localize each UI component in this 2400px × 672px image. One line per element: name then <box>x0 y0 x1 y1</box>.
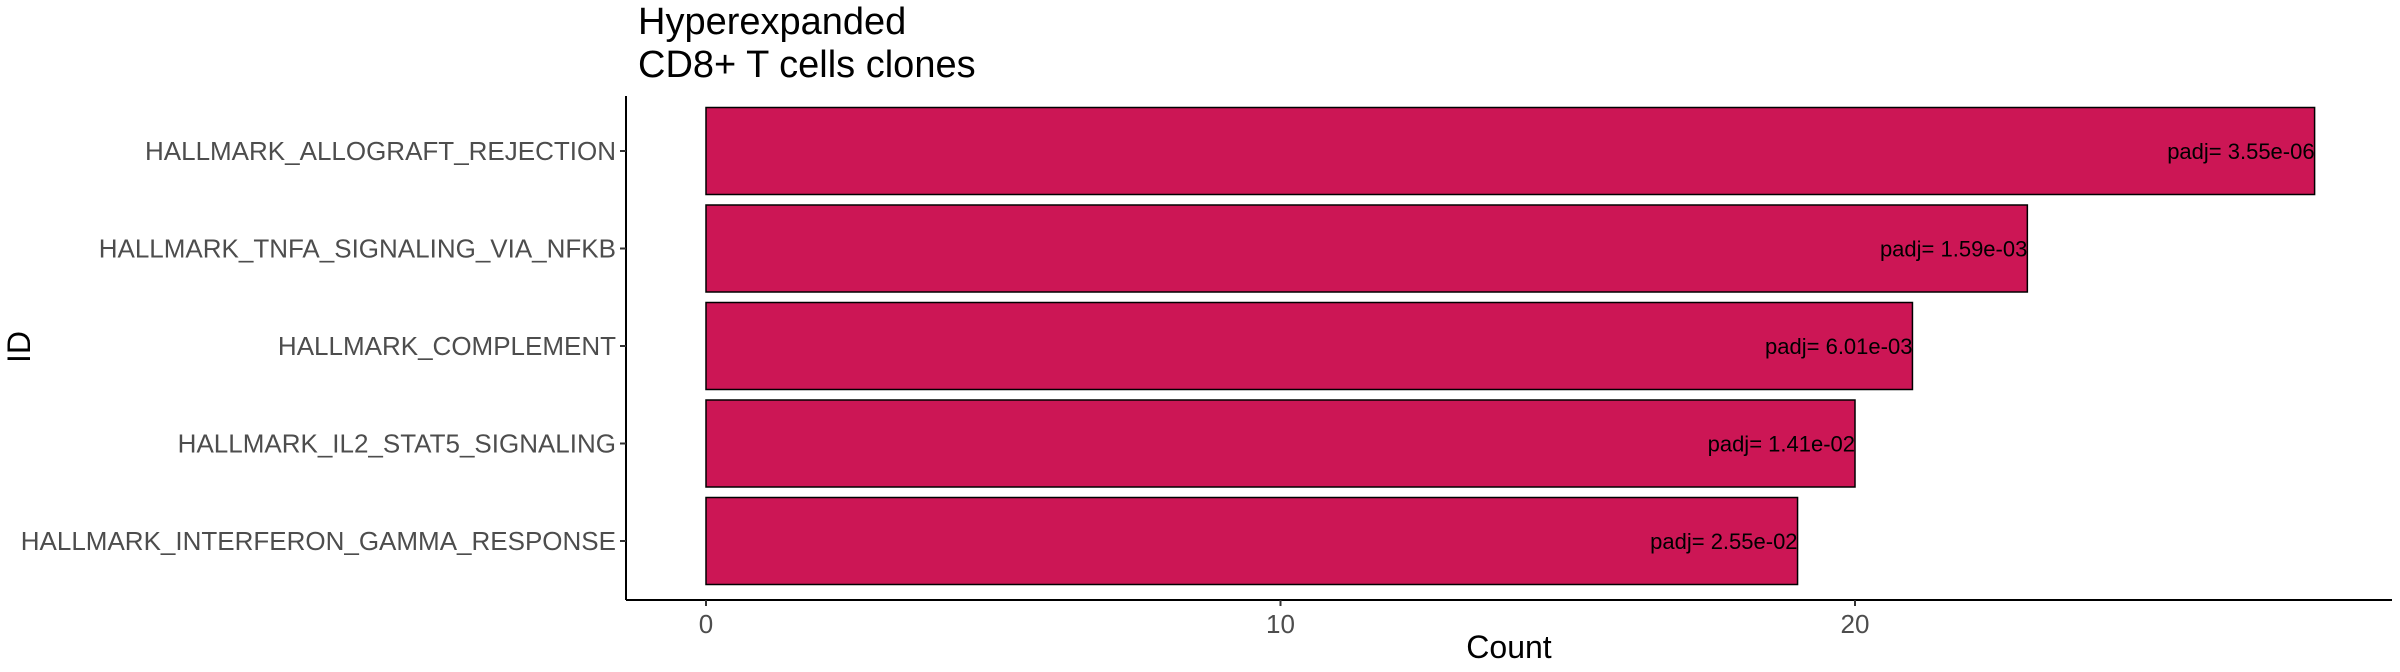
bar-data-label-5: padj= 2.55e-02 <box>1650 529 1797 554</box>
x-tick-label-1: 0 <box>699 609 713 639</box>
bar-3 <box>705 301 1914 391</box>
y-axis-title: ID <box>1 331 37 363</box>
bar-data-label-2: padj= 1.59e-03 <box>1880 237 2027 262</box>
bar-1 <box>705 106 2316 196</box>
bar-5 <box>705 496 1799 586</box>
y-tick-label-3: HALLMARK_COMPLEMENT <box>278 331 616 361</box>
bar-data-label-4: padj= 1.41e-02 <box>1708 432 1855 457</box>
y-tick-label-4: HALLMARK_IL2_STAT5_SIGNALING <box>178 429 616 459</box>
bar-data-label-3: padj= 6.01e-03 <box>1765 334 1912 359</box>
x-tick-label-2: 10 <box>1266 609 1295 639</box>
y-tick-label-2: HALLMARK_TNFA_SIGNALING_VIA_NFKB <box>99 234 616 264</box>
x-axis-title: Count <box>1466 629 1552 665</box>
y-tick-label-5: HALLMARK_INTERFERON_GAMMA_RESPONSE <box>21 526 616 556</box>
bar-data-label-1: padj= 3.55e-06 <box>2167 139 2314 164</box>
bar-2 <box>705 204 2029 293</box>
bar-4 <box>705 399 1856 488</box>
y-tick-label-1: HALLMARK_ALLOGRAFT_REJECTION <box>145 136 616 166</box>
x-tick-label-3: 20 <box>1841 609 1870 639</box>
chart-title-line-1: Hyperexpanded <box>638 1 906 43</box>
chart-title-line-2: CD8+ T cells clones <box>638 44 976 86</box>
